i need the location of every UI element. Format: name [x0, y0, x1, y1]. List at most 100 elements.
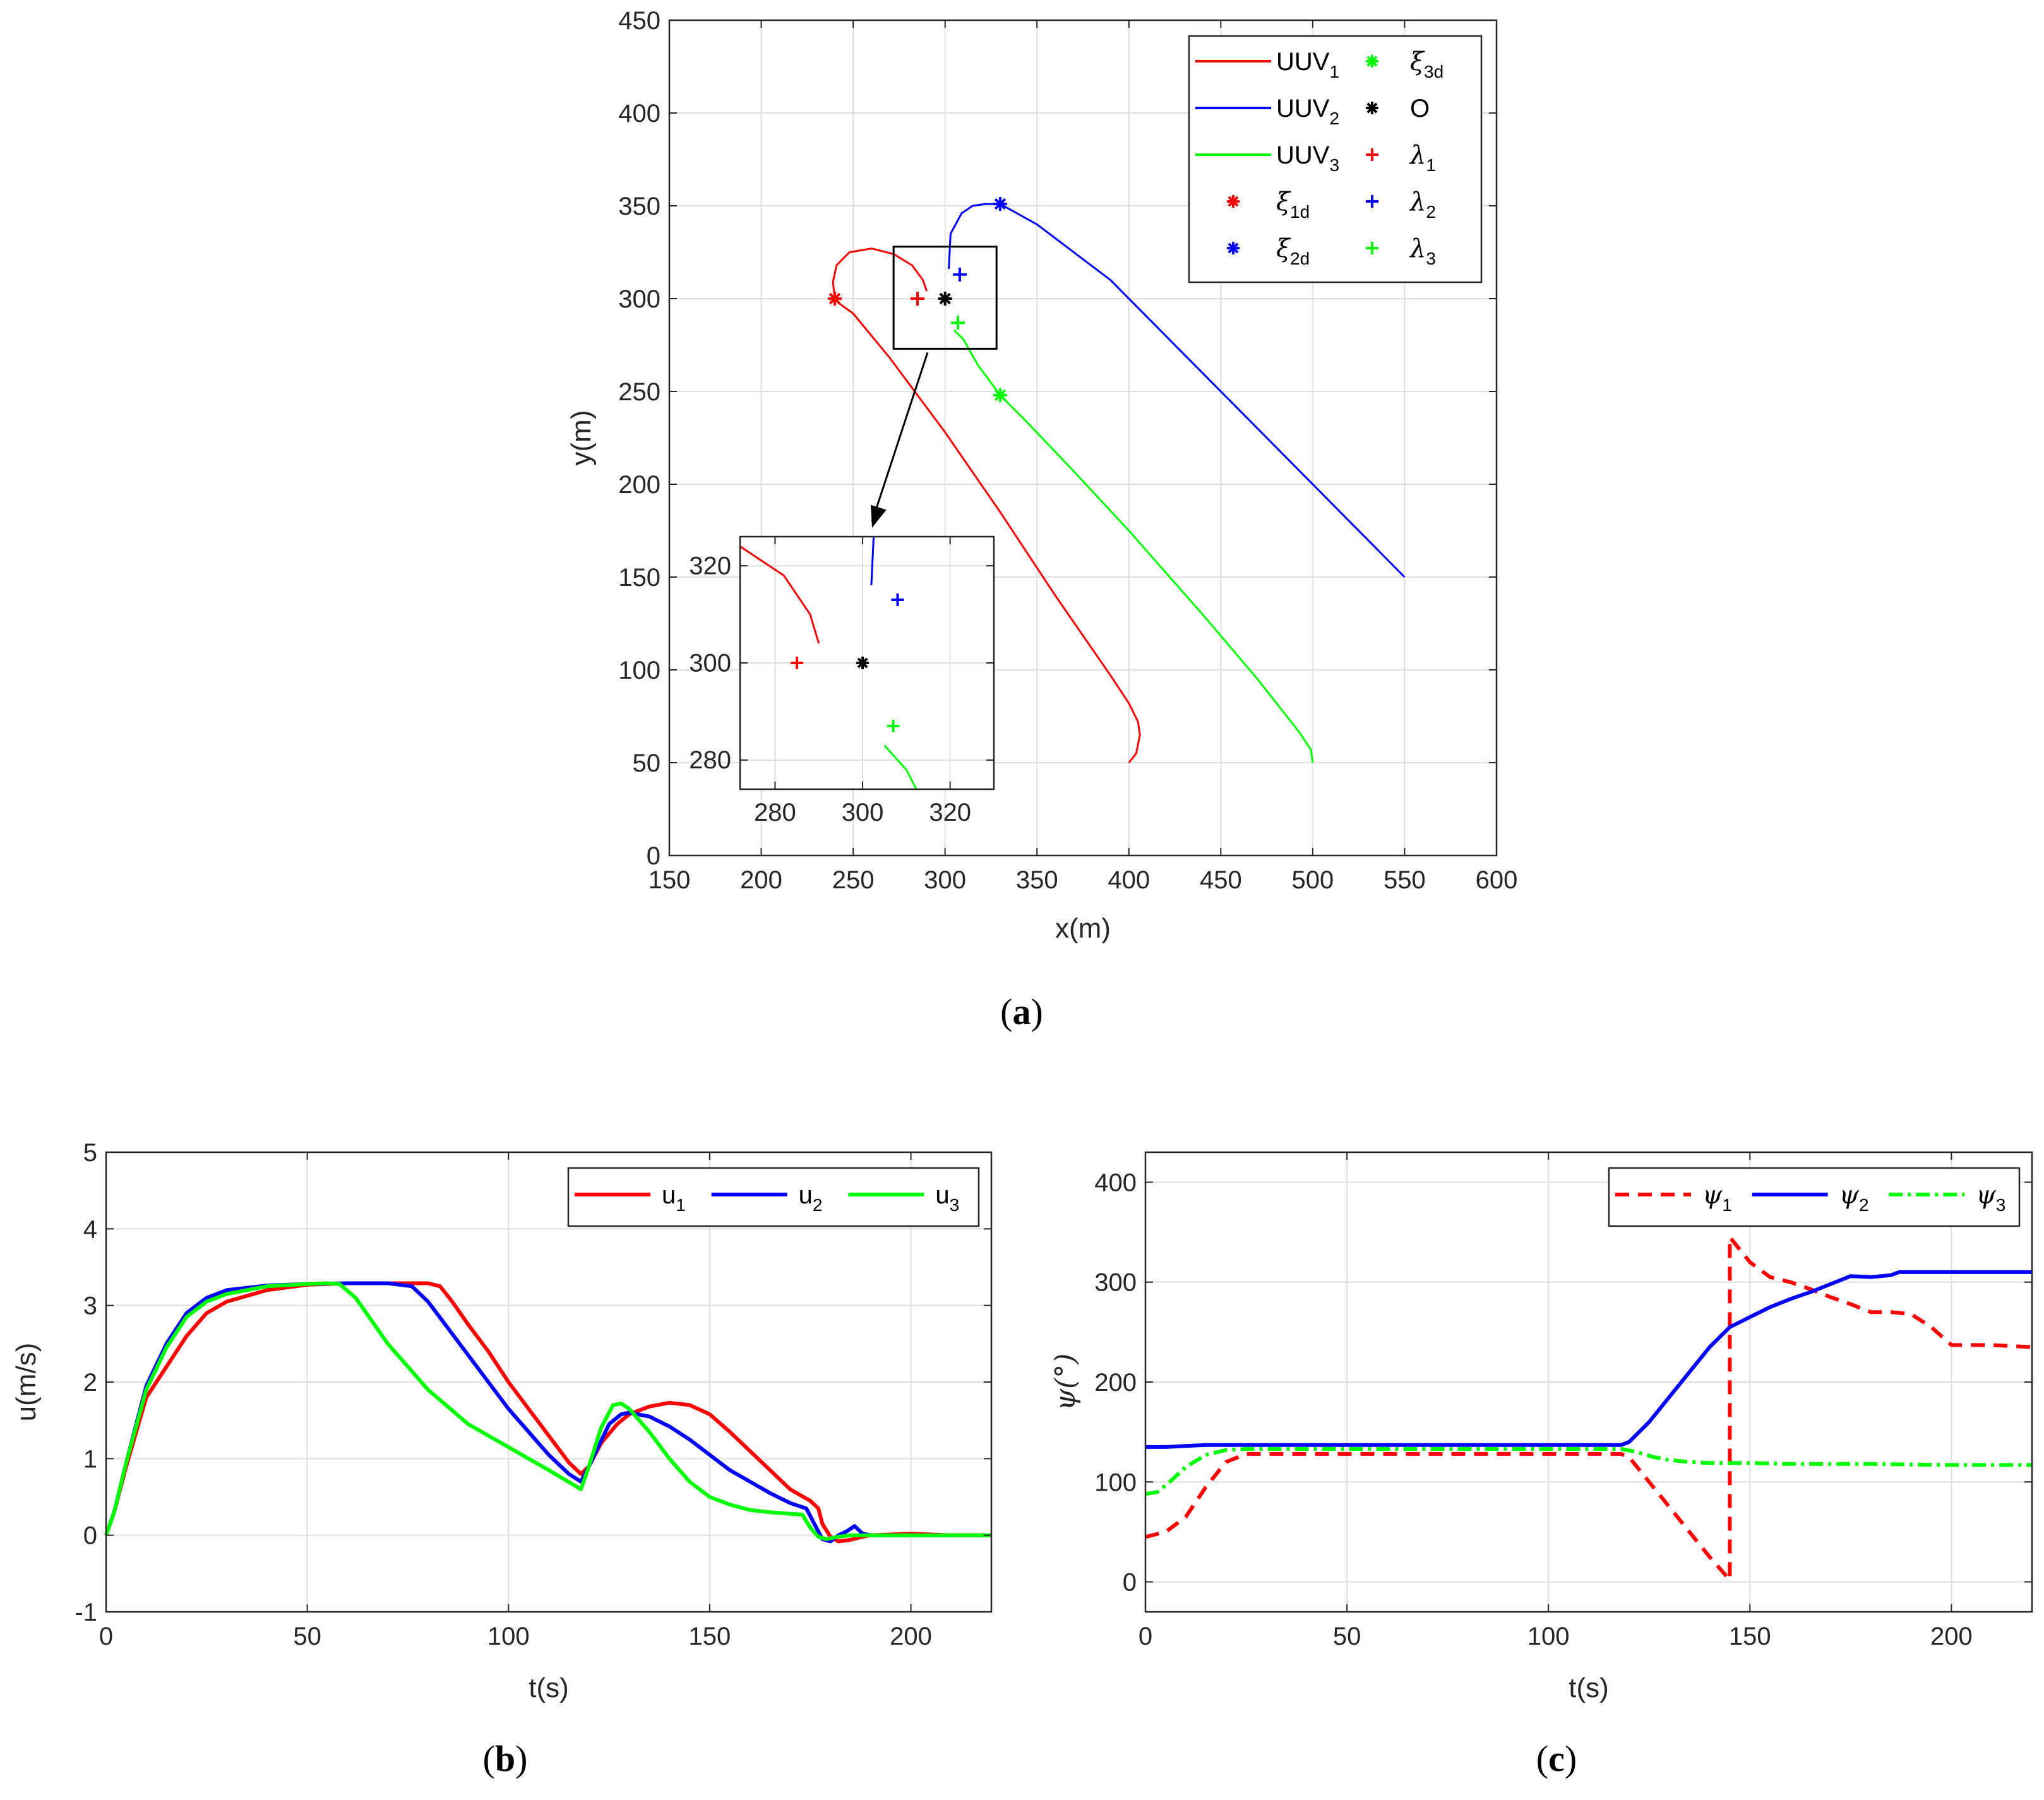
legend-label: λ3: [1409, 234, 1436, 268]
legend-label-main: O: [1410, 95, 1430, 122]
legend-label-main: λ: [1409, 188, 1426, 217]
panel-c-x-tick-label: 200: [1930, 1623, 1973, 1650]
series-uuv3: [953, 329, 1314, 763]
legend-label-main: u: [935, 1181, 949, 1209]
panel-c-y-axis-label: ψ(°): [1049, 1354, 1082, 1411]
panel-b-series: [104, 1281, 991, 1544]
panel-c-x-axis-label: t(s): [1569, 1672, 1609, 1703]
inset-y-tick-label: 320: [689, 552, 731, 580]
panel-b-x-axis-label: t(s): [529, 1672, 569, 1703]
panel-a-x-tick-label: 200: [740, 866, 782, 894]
panel-a-x-tick-label: 400: [1108, 866, 1150, 894]
legend-label: λ2: [1409, 188, 1436, 222]
legend-item: UUV2: [1195, 95, 1339, 128]
caption-paren: (: [1536, 1738, 1548, 1779]
panel-a-y-tick-label: 200: [618, 471, 660, 499]
legend-item: ξ2d: [1227, 234, 1310, 268]
panel-a-x-axis-label: x(m): [1055, 913, 1111, 944]
panel-a-axes-frame: [668, 19, 1498, 857]
legend-label: ψ2: [1839, 1181, 1869, 1215]
legend-item: O: [1366, 95, 1430, 122]
panel-a-x-tick-label: 150: [648, 866, 691, 894]
legend-label-sub: 3d: [1424, 62, 1443, 81]
panel-c-y-tick-label: 200: [1094, 1369, 1137, 1397]
inset-x-tick-label: 280: [754, 799, 796, 826]
caption-letter: c: [1548, 1738, 1565, 1779]
caption-paren: (: [483, 1738, 495, 1779]
legend-star-swatch: [1227, 242, 1240, 254]
legend-item: ξ1d: [1227, 188, 1310, 222]
panel-c-y-tick-label: 300: [1094, 1269, 1137, 1297]
legend-item: u3: [848, 1181, 959, 1215]
panel-a-x-tick-label: 600: [1476, 866, 1518, 894]
legend-label-main: ξ: [1276, 188, 1291, 217]
legend-label: ξ2d: [1276, 234, 1310, 268]
legend-plus-swatch: [1366, 148, 1378, 161]
legend-label-sub: 3: [1329, 155, 1339, 175]
panel-a-caption: (a): [1000, 991, 1043, 1032]
legend-label-sub: 1d: [1290, 202, 1310, 222]
marker-O-stroke: [939, 292, 951, 305]
legend-star-swatch: [1366, 102, 1378, 114]
legend-label-main: UUV: [1276, 141, 1330, 169]
legend-item: UUV1: [1195, 48, 1339, 81]
marker-xi2d: [993, 197, 1007, 212]
panel-b-y-tick-label: 3: [83, 1292, 97, 1320]
legend-label-main: UUV: [1276, 48, 1330, 76]
caption-letter: b: [495, 1738, 515, 1779]
panel-a-inset-content: [740, 537, 917, 789]
panel-b-y-tick-label: 4: [83, 1215, 97, 1243]
legend-label-main: ψ: [1702, 1181, 1723, 1210]
marker-lambda1: [911, 292, 924, 306]
panel-a-y-tick-label: 50: [633, 749, 661, 777]
panel-b-y-tick-label: 1: [83, 1445, 97, 1473]
marker-lambda2: [952, 267, 967, 282]
panel-c-y-tick-label: 0: [1123, 1569, 1137, 1597]
marker-lambda3: [887, 720, 900, 732]
marker-xi3d-stroke: [994, 389, 1007, 402]
legend-label-sub: 1: [1426, 155, 1436, 175]
marker-xi1d-stroke: [828, 292, 841, 305]
legend-label-sub: 2: [1426, 202, 1436, 222]
panel-a-y-tick-label: 250: [618, 378, 660, 406]
legend-star-swatch-stroke: [1366, 102, 1378, 114]
legend-label-main: UUV: [1276, 95, 1330, 122]
panel-c-x-tick-label: 50: [1333, 1623, 1361, 1650]
series-uuv1: [832, 247, 1141, 763]
legend-label: ξ1d: [1276, 188, 1310, 222]
legend-label: ξ3d: [1410, 47, 1443, 81]
legend-label-main: ψ: [1839, 1181, 1860, 1210]
inset-y-tick-label: 280: [689, 746, 731, 774]
panel-a-y-tick-label: 450: [618, 7, 660, 35]
marker-xi1d: [828, 292, 842, 306]
legend-label: λ1: [1409, 141, 1436, 175]
legend-label: UUV2: [1276, 95, 1339, 128]
legend-item: ξ3d: [1366, 47, 1443, 81]
panel-a-zoom-arrow: [871, 352, 929, 522]
panel-b-y-tick-label: 5: [83, 1139, 97, 1167]
panel-a-series: [832, 203, 1406, 763]
panel-a-x-tick-label: 500: [1292, 866, 1334, 894]
legend-label: UUV1: [1276, 48, 1339, 81]
legend-label-main: ξ: [1276, 234, 1291, 263]
panel-c-caption: (c): [1536, 1738, 1577, 1779]
panel-a-x-tick-label: 450: [1200, 866, 1242, 894]
legend-label-sub: 2: [1859, 1195, 1869, 1215]
caption-paren: (: [1000, 991, 1012, 1032]
marker-O: [856, 657, 870, 669]
legend-star-swatch: [1366, 55, 1378, 68]
panel-b-y-tick-label: 2: [83, 1369, 97, 1397]
marker-xi3d: [993, 388, 1007, 402]
panel-a-y-axis-label: y(m): [566, 410, 597, 466]
legend-star-swatch-stroke: [1366, 56, 1378, 67]
panel-c-legend: ψ1 ψ2 ψ3: [1608, 1167, 2021, 1227]
panel-b-x-tick-label: 150: [689, 1623, 731, 1650]
inset-x-tick-label: 300: [842, 799, 884, 826]
legend-label-sub: 2: [1329, 109, 1339, 128]
caption-letter: a: [1013, 991, 1031, 1032]
panel-a-zoom-arrow-head: [870, 504, 887, 528]
legend-plus-swatch: [1366, 195, 1378, 208]
